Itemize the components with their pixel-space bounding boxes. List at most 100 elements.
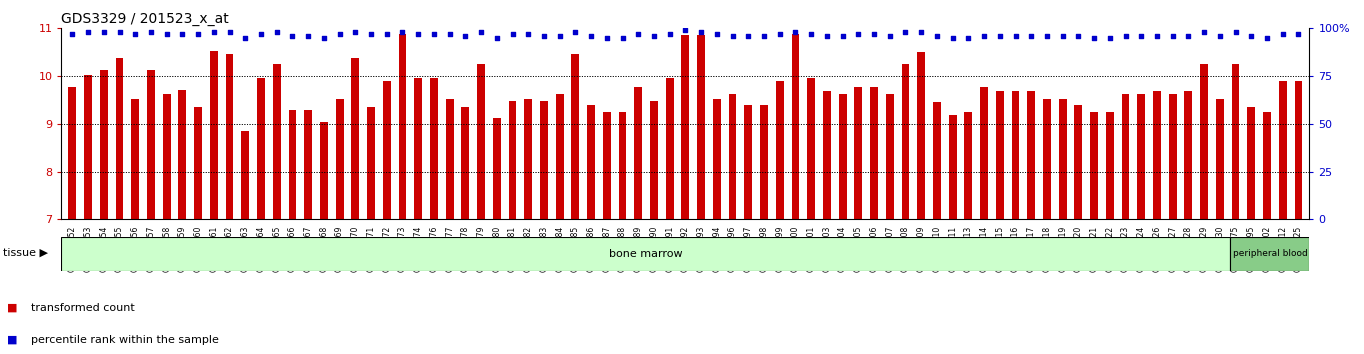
Bar <box>1230 237 1309 271</box>
Bar <box>854 87 862 219</box>
Bar <box>162 94 170 219</box>
Point <box>391 29 413 35</box>
Bar <box>1215 98 1224 219</box>
Point <box>172 31 194 37</box>
Point <box>408 31 430 37</box>
Point <box>312 35 334 41</box>
Point <box>423 31 445 37</box>
Point <box>1005 33 1027 39</box>
Bar <box>728 94 737 219</box>
Bar <box>996 91 1004 219</box>
Point <box>1256 35 1278 41</box>
Point <box>360 31 382 37</box>
Bar <box>776 81 784 219</box>
Bar <box>587 105 595 219</box>
Point <box>548 33 570 39</box>
Text: ■: ■ <box>7 335 18 345</box>
Bar <box>321 121 327 219</box>
Bar <box>540 102 548 219</box>
Point <box>1209 33 1230 39</box>
Bar <box>241 131 250 219</box>
Bar <box>1247 107 1255 219</box>
Bar <box>68 87 76 219</box>
Bar <box>398 34 406 219</box>
Bar <box>461 107 469 219</box>
Bar <box>1169 94 1177 219</box>
Point <box>376 31 398 37</box>
Bar <box>1200 64 1209 219</box>
Bar <box>131 98 139 219</box>
Bar <box>225 54 233 219</box>
Point <box>78 29 100 35</box>
Text: percentile rank within the sample: percentile rank within the sample <box>31 335 220 345</box>
Bar <box>1075 105 1082 219</box>
Point <box>471 29 492 35</box>
Bar <box>352 58 359 219</box>
Bar <box>933 102 941 219</box>
Bar <box>1263 112 1271 219</box>
Bar <box>885 94 893 219</box>
Point <box>973 33 994 39</box>
Bar <box>981 87 988 219</box>
Text: GDS3329 / 201523_x_at: GDS3329 / 201523_x_at <box>61 12 229 26</box>
Bar <box>1027 91 1035 219</box>
Point <box>1083 35 1105 41</box>
Point <box>533 33 555 39</box>
Point <box>61 31 83 37</box>
Point <box>784 29 806 35</box>
Bar <box>917 52 925 219</box>
Bar <box>634 87 642 219</box>
Bar <box>807 79 816 219</box>
Bar <box>367 107 375 219</box>
Point <box>642 33 664 39</box>
Bar <box>682 35 689 219</box>
Point <box>1194 29 1215 35</box>
Point <box>1020 33 1042 39</box>
Point <box>926 33 948 39</box>
Point <box>124 31 146 37</box>
Bar <box>760 105 768 219</box>
Bar <box>697 35 705 219</box>
Point <box>1177 33 1199 39</box>
Bar <box>1058 98 1067 219</box>
Point <box>801 31 822 37</box>
Bar <box>194 107 202 219</box>
Point <box>344 29 366 35</box>
Bar <box>555 94 563 219</box>
Bar <box>1043 98 1050 219</box>
Point <box>910 29 932 35</box>
Point <box>1131 33 1153 39</box>
Bar <box>430 79 438 219</box>
Point <box>486 35 507 41</box>
Point <box>895 29 917 35</box>
Bar <box>1184 91 1192 219</box>
Bar <box>839 94 847 219</box>
Point <box>941 35 963 41</box>
Point <box>847 31 869 37</box>
Point <box>155 31 177 37</box>
Bar <box>713 98 720 219</box>
Point <box>1271 31 1293 37</box>
Bar <box>273 64 281 219</box>
Point <box>439 31 461 37</box>
Point <box>297 33 319 39</box>
Bar <box>85 75 91 219</box>
Text: peripheral blood: peripheral blood <box>1233 250 1307 258</box>
Point <box>109 29 131 35</box>
Point <box>627 31 649 37</box>
Bar <box>179 91 187 219</box>
Point <box>722 33 743 39</box>
Point <box>203 29 225 35</box>
Bar <box>289 110 296 219</box>
Point <box>235 35 256 41</box>
Point <box>958 35 979 41</box>
Point <box>1052 33 1073 39</box>
Point <box>187 31 209 37</box>
Point <box>517 31 539 37</box>
Bar <box>415 79 421 219</box>
Bar <box>383 81 390 219</box>
Point <box>738 33 760 39</box>
Point <box>502 31 524 37</box>
Bar <box>509 102 517 219</box>
Bar <box>870 87 878 219</box>
